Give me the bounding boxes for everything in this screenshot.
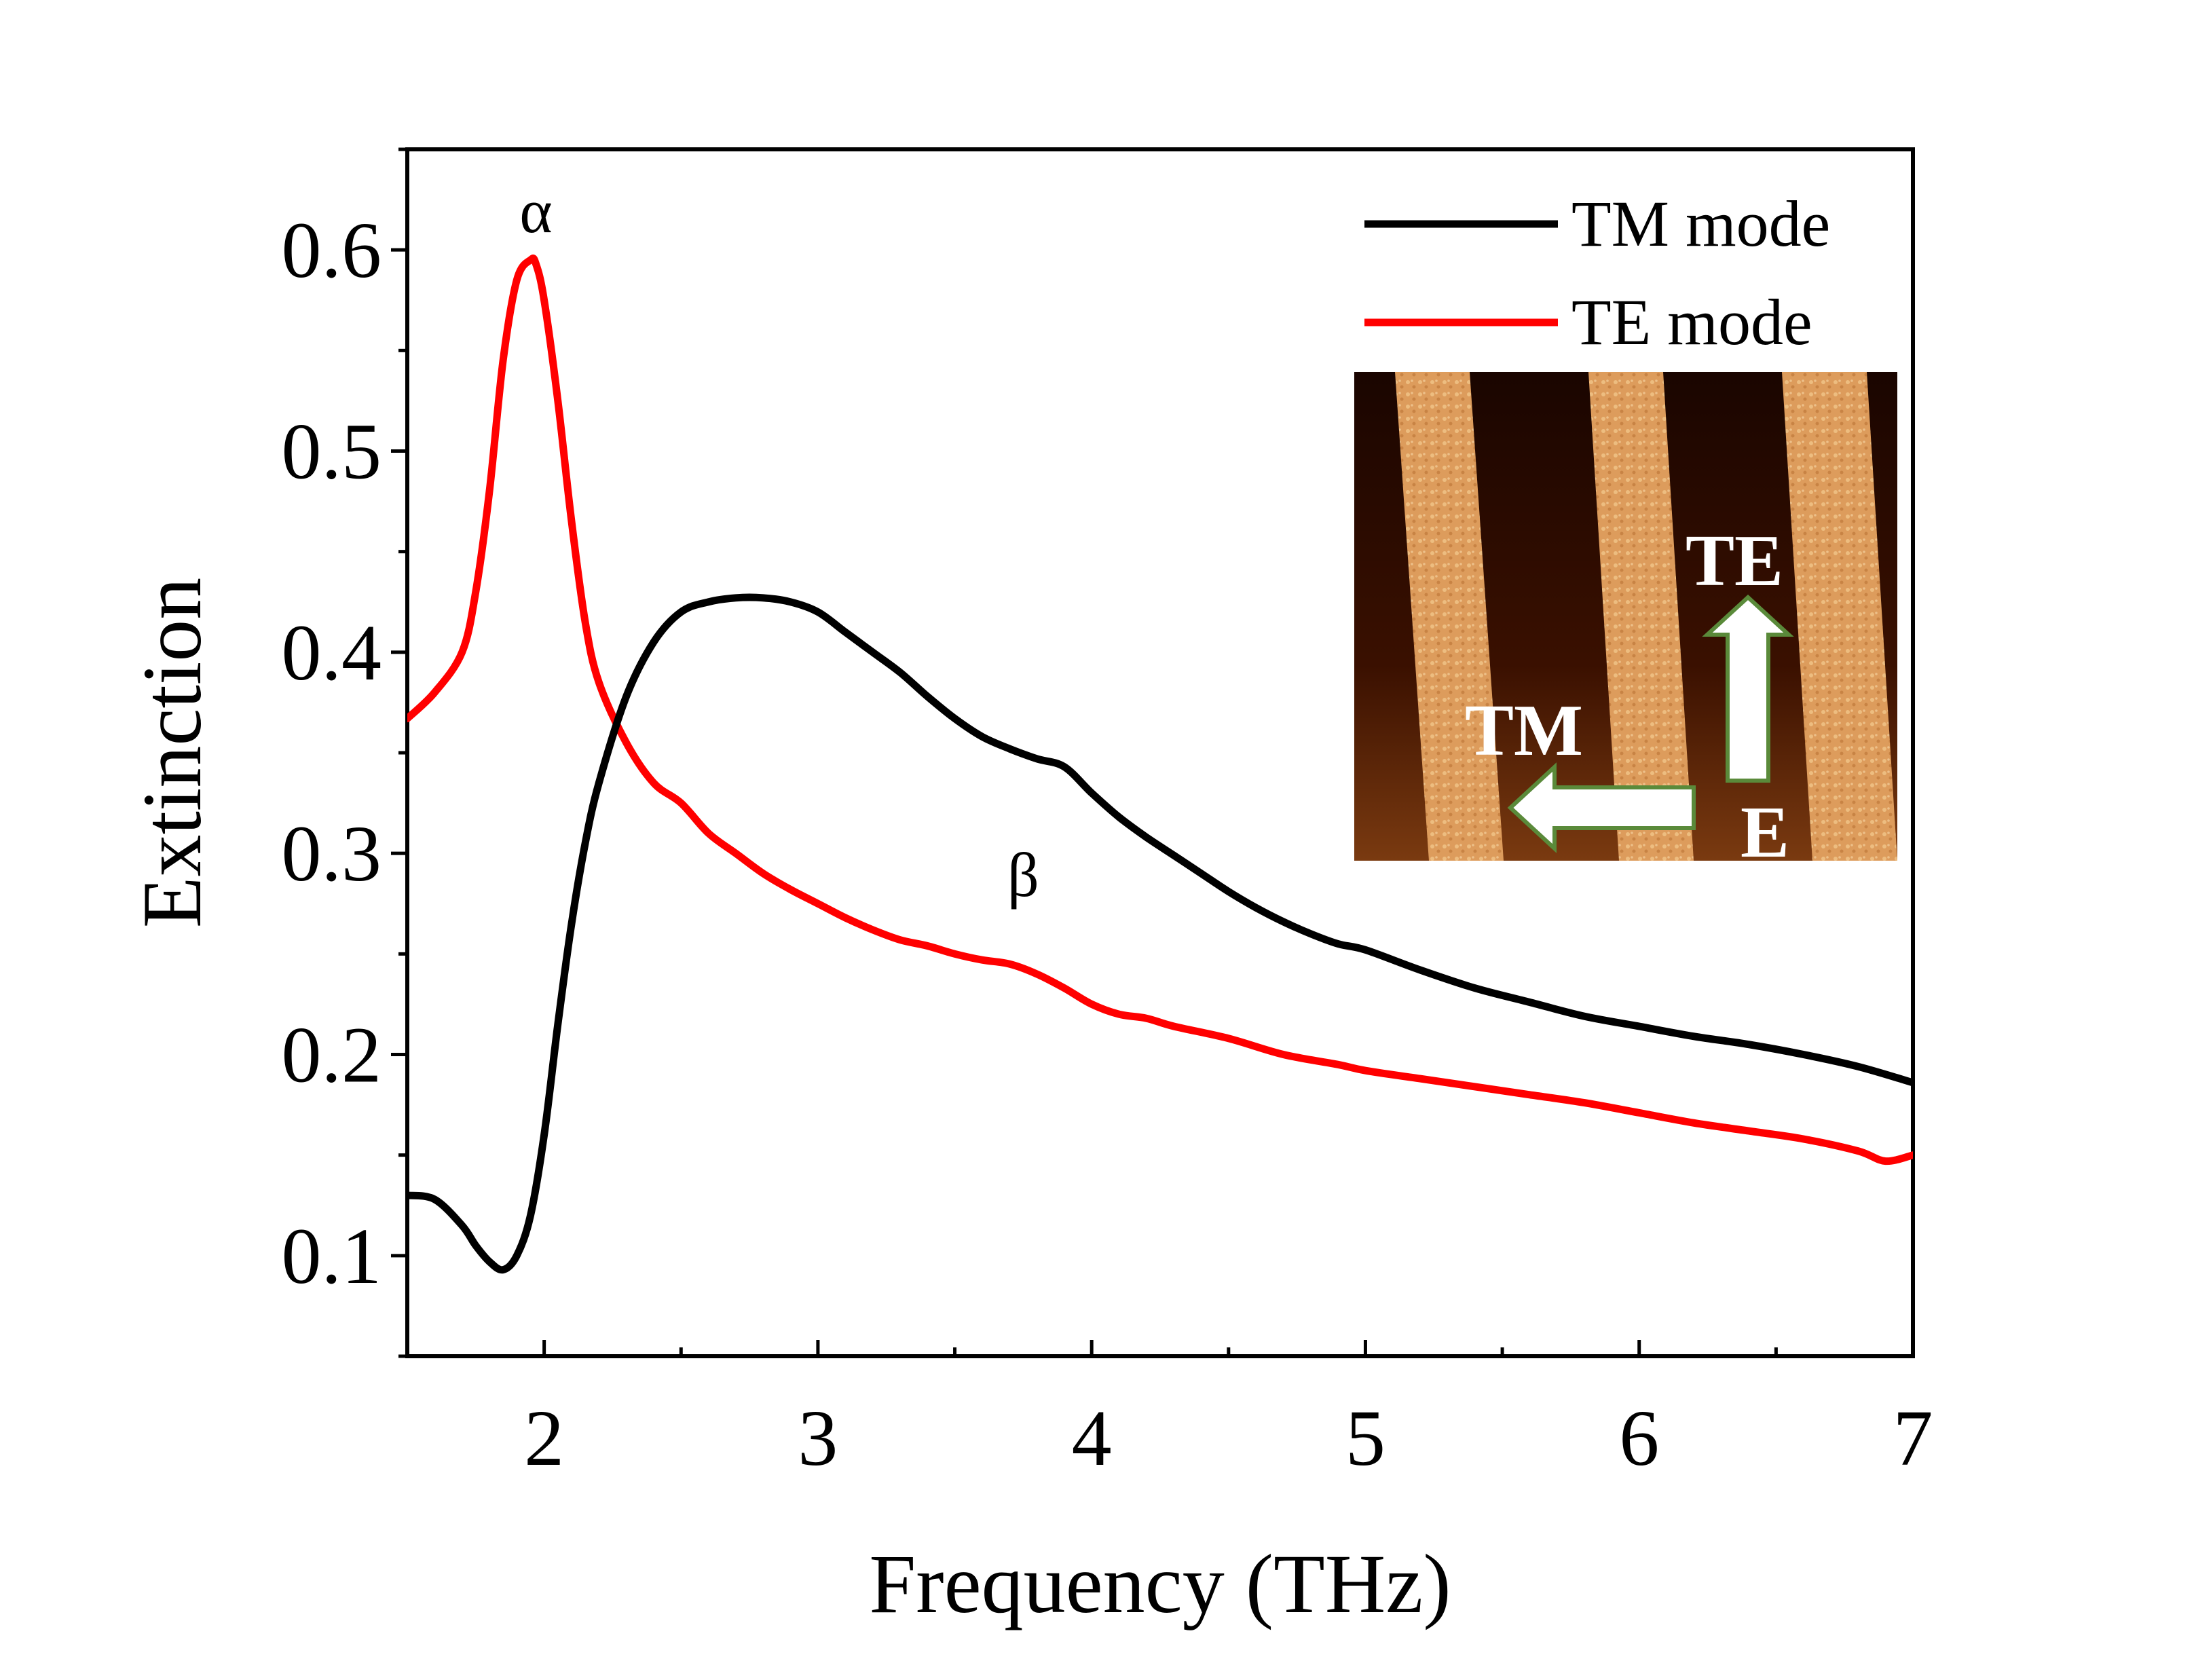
legend: TM mode TE mode	[1364, 187, 1830, 358]
axis-ticks	[391, 147, 1915, 1358]
annotation-beta: β	[1007, 840, 1039, 910]
x-tick-label: 6	[1619, 1394, 1659, 1482]
inset-label-te: TE	[1686, 521, 1783, 601]
inset-label-tm: TM	[1465, 690, 1583, 771]
series-line-te-mode	[407, 255, 1913, 1165]
inset-stripe-3	[1782, 372, 1897, 861]
x-tick-label: 2	[524, 1394, 564, 1482]
series-line-tm-mode	[407, 593, 1913, 1274]
y-tick-label: 0.5	[282, 407, 382, 496]
x-tick-label: 4	[1072, 1394, 1112, 1482]
legend-label-te-mode: TE mode	[1571, 286, 1812, 358]
inset-stripe-2	[1588, 372, 1694, 861]
x-tick-label: 5	[1345, 1394, 1385, 1482]
x-tick-label: 3	[798, 1394, 838, 1482]
x-axis-title: Frequency (THz)	[869, 1537, 1451, 1630]
inset-stripe-1	[1395, 372, 1504, 861]
legend-label-tm-mode: TM mode	[1571, 187, 1830, 260]
x-tick-label: 7	[1893, 1394, 1933, 1482]
y-tick-label: 0.6	[282, 206, 382, 295]
inset-image: TE TM E	[1354, 372, 1897, 873]
y-tick-label: 0.4	[282, 608, 382, 697]
y-tick-label: 0.3	[282, 809, 382, 898]
y-tick-label: 0.2	[282, 1011, 382, 1100]
inset-label-e: E	[1741, 792, 1789, 873]
y-tick-label: 0.1	[282, 1212, 382, 1301]
tm-arrow-icon	[1507, 762, 1696, 853]
annotation-alpha: α	[519, 176, 552, 246]
te-arrow-icon	[1702, 594, 1794, 783]
y-axis-title: Extinction	[126, 578, 219, 929]
